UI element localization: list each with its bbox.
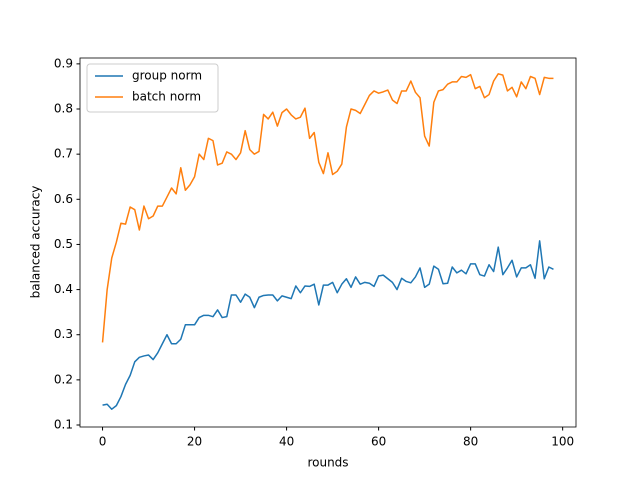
x-tick-label: 60 [371, 435, 386, 449]
y-axis-label: balanced accuracy [29, 186, 43, 299]
line [101, 73, 554, 343]
y-tick-label: 0.5 [54, 237, 73, 251]
y-tick-label: 0.9 [54, 56, 73, 70]
plot-frame [79, 57, 577, 428]
y-tick-label: 0.4 [54, 282, 73, 296]
y-tick-label: 0.2 [54, 372, 73, 386]
x-tick-label: 40 [279, 435, 294, 449]
x-tick-label: 20 [187, 435, 202, 449]
y-tick-label: 0.8 [54, 102, 73, 116]
legend-label: group norm [132, 69, 202, 83]
x-tick-label: 0 [99, 435, 107, 449]
y-tick-label: 0.1 [54, 418, 73, 432]
x-axis-label: rounds [307, 456, 348, 470]
legend-label: batch norm [132, 90, 201, 104]
line [102, 240, 554, 410]
y-tick-label: 0.3 [54, 327, 73, 341]
x-tick-label: 100 [551, 435, 574, 449]
x-tick-label: 80 [463, 435, 478, 449]
y-tick-label: 0.6 [54, 192, 73, 206]
y-tick-label: 0.7 [54, 147, 73, 161]
